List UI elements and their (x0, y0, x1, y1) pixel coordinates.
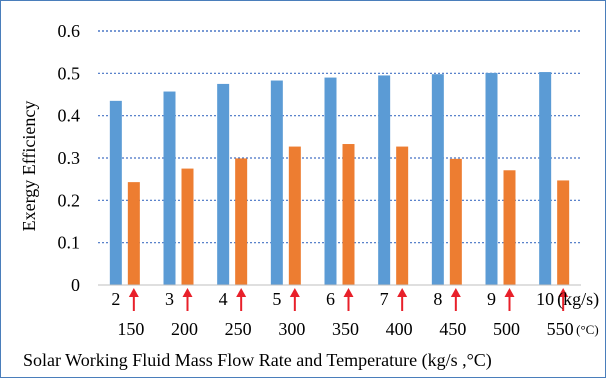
y-tick-label: 0.1 (58, 233, 81, 253)
bar-series-2 (127, 182, 140, 285)
x-temperature-label: 150 (117, 319, 144, 339)
x-flow-label: 10 (536, 289, 554, 309)
temperature-arrow-head (182, 288, 193, 297)
x-flow-label: 5 (272, 289, 281, 309)
x-flow-label: 7 (380, 289, 389, 309)
x-temperature-label: 300 (278, 319, 305, 339)
bar-series-2 (557, 180, 570, 285)
y-axis-title: Exergy Efficiency (19, 101, 39, 232)
bar-series-1 (270, 80, 283, 285)
x-flow-label: 2 (111, 289, 120, 309)
y-tick-label: 0.3 (58, 148, 81, 168)
y-tick-label: 0 (71, 275, 80, 295)
flow-unit-label: (kg/s) (557, 289, 599, 310)
x-flow-label: 3 (165, 289, 174, 309)
x-flow-label: 6 (326, 289, 335, 309)
y-tick-label: 0.4 (58, 106, 81, 126)
x-flow-label: 4 (219, 289, 228, 309)
x-temperature-label: 500 (493, 319, 520, 339)
bar-series-2 (181, 168, 194, 285)
x-temperature-label: 250 (225, 319, 252, 339)
temperature-arrow-head (558, 288, 569, 297)
bar-series-2 (235, 158, 248, 285)
bar-series-1 (485, 72, 498, 285)
temperature-arrow-head (289, 288, 300, 297)
bar-series-2 (288, 146, 301, 285)
temperature-arrow-head (236, 288, 247, 297)
bar-series-1 (324, 77, 337, 285)
temperature-arrow-head (397, 288, 408, 297)
bar-series-1 (163, 91, 176, 285)
x-temperature-label: 350 (332, 319, 359, 339)
bar-series-1 (539, 72, 552, 286)
y-tick-label: 0.2 (58, 190, 81, 210)
bar-series-1 (217, 83, 230, 286)
bar-series-2 (396, 146, 409, 285)
temperature-unit-label: (°C) (576, 322, 599, 337)
x-flow-label: 8 (433, 289, 442, 309)
bar-series-2 (449, 158, 462, 285)
temperature-arrow-head (450, 288, 461, 297)
temperature-arrow-head (343, 288, 354, 297)
bar-series-2 (503, 170, 516, 285)
bar-series-1 (109, 100, 122, 285)
bar-series-1 (378, 75, 391, 285)
x-axis-title: Solar Working Fluid Mass Flow Rate and T… (23, 350, 492, 371)
x-temperature-label: 550 (547, 319, 574, 339)
x-temperature-label: 400 (386, 319, 413, 339)
x-temperature-label: 450 (439, 319, 466, 339)
y-tick-label: 0.6 (58, 21, 81, 41)
bar-series-2 (342, 144, 355, 285)
x-temperature-label: 200 (171, 319, 198, 339)
temperature-arrow-head (504, 288, 515, 297)
y-tick-label: 0.5 (58, 63, 81, 83)
bar-series-1 (431, 74, 444, 286)
x-flow-label: 9 (487, 289, 496, 309)
temperature-arrow-head (128, 288, 139, 297)
